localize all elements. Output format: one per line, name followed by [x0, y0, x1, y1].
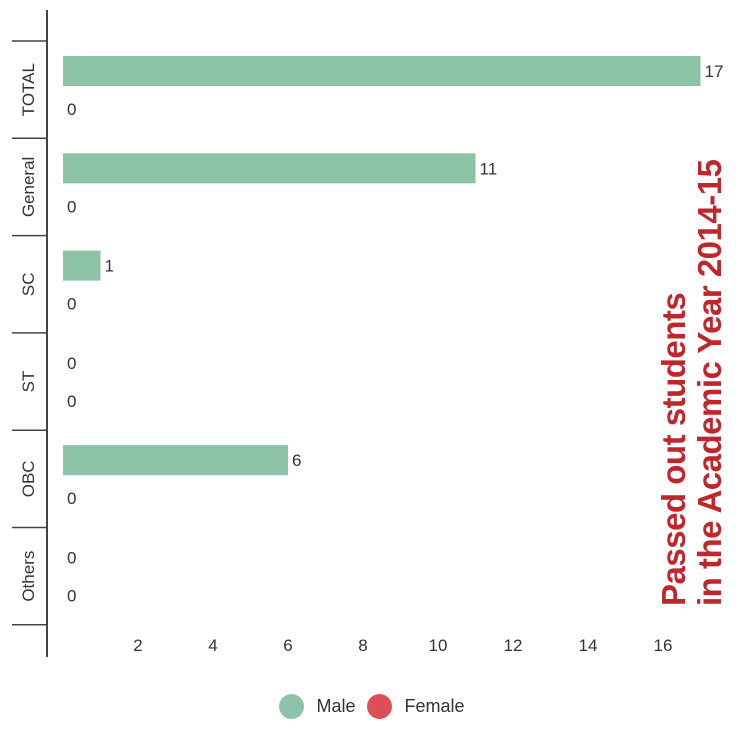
- x-tick-label: 6: [283, 636, 292, 655]
- x-tick-label: 12: [504, 636, 523, 655]
- data-label-female: 0: [67, 392, 76, 411]
- chart-bars: [63, 56, 701, 476]
- x-tick-label: 14: [579, 636, 598, 655]
- bar-male: [63, 250, 101, 281]
- legend-swatch-female: [367, 694, 393, 719]
- data-label-female: 0: [67, 100, 76, 119]
- x-tick-label: 16: [654, 636, 673, 655]
- data-label-male: 6: [292, 451, 301, 470]
- category-label: General: [19, 157, 38, 217]
- data-label-female: 0: [67, 489, 76, 508]
- data-label-female: 0: [67, 587, 76, 606]
- data-label-male: 1: [105, 257, 114, 276]
- chart-axes: [12, 10, 48, 657]
- x-tick-label: 2: [133, 636, 142, 655]
- x-tick-label: 10: [429, 636, 448, 655]
- category-label: OBC: [19, 460, 38, 497]
- chart-title-line-1: Passed out students: [655, 292, 692, 606]
- category-label: SC: [19, 272, 38, 296]
- data-label-male: 0: [67, 549, 76, 568]
- legend-item-male[interactable]: Male: [279, 694, 355, 719]
- category-label: TOTAL: [19, 63, 38, 116]
- bar-male: [63, 445, 288, 476]
- category-label: Others: [19, 551, 38, 602]
- data-label-female: 0: [67, 197, 76, 216]
- x-tick-label: 4: [208, 636, 217, 655]
- category-label: ST: [19, 371, 38, 393]
- legend-label-male: Male: [316, 696, 356, 716]
- bar-male: [63, 56, 701, 86]
- legend-swatch-male: [279, 694, 305, 719]
- data-label-male: 11: [480, 159, 498, 178]
- legend-item-female[interactable]: Female: [367, 694, 465, 719]
- bar-male: [63, 153, 476, 184]
- data-label-female: 0: [67, 295, 76, 314]
- chart-legend: Male Female: [0, 694, 744, 719]
- chart-title: Passed out students in the Academic Year…: [655, 159, 728, 606]
- data-label-male: 17: [705, 62, 724, 81]
- chart-title-line-2: in the Academic Year 2014-15: [691, 159, 728, 606]
- legend-label-female: Female: [404, 696, 465, 716]
- x-tick-label: 8: [358, 636, 367, 655]
- data-label-male: 0: [67, 354, 76, 373]
